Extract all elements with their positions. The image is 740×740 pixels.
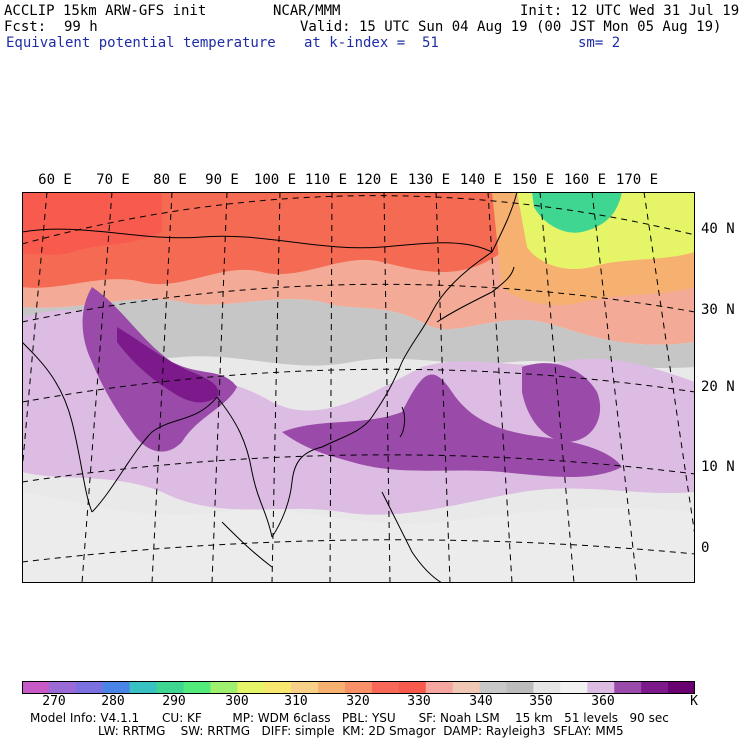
lon-label-110e: 110 E (304, 172, 348, 188)
cool-region-ne-3 (532, 192, 622, 233)
valid-time: Valid: 15 UTC Sun 04 Aug 19 (00 JST Mon … (300, 19, 722, 35)
colorbar-swatch (345, 681, 373, 694)
lon-label-170e: 170 E (615, 172, 659, 188)
colorbar-tick-350: 350 (529, 694, 553, 709)
model-title: ACCLIP 15km ARW-GFS init (4, 3, 207, 19)
colorbar-swatch (264, 681, 292, 694)
colorbar-tick-290: 290 (162, 694, 186, 709)
tropical-south (22, 492, 695, 583)
lon-label-160e: 160 E (563, 172, 607, 188)
colorbar-tick-330: 330 (407, 694, 431, 709)
model-info-line2: LW: RRTMG SW: RRTMG DIFF: simple KM: 2D … (98, 724, 624, 738)
coastlines (22, 192, 518, 583)
colorbar-swatch (22, 681, 50, 694)
colorbar-tick-360: 360 (591, 694, 615, 709)
colorbar-swatch (156, 681, 185, 694)
lon-label-100e: 100 E (253, 172, 297, 188)
colorbar-tick-270: 270 (42, 694, 66, 709)
colorbar-unit: K (690, 694, 698, 709)
colorbar-swatch (614, 681, 642, 694)
monsoon-pacific-east (522, 363, 601, 442)
colorbar-swatch (75, 681, 104, 694)
colorbar-swatch (425, 681, 454, 694)
colorbar-swatch (479, 681, 508, 694)
gray-band (22, 299, 695, 369)
lat-label-20n: 20 N (701, 379, 735, 395)
lon-label-70e: 70 E (96, 172, 130, 188)
colorbar-swatch (210, 681, 238, 694)
colorbar-tick-300: 300 (225, 694, 249, 709)
colorbar-swatch (506, 681, 534, 694)
colorbar-tick-280: 280 (101, 694, 125, 709)
colorbar-swatch (183, 681, 211, 694)
colorbar-swatch (398, 681, 427, 694)
colorbar-swatch (587, 681, 615, 694)
fcst-value: 99 h (64, 19, 98, 35)
colorbar-swatch (371, 681, 400, 694)
lat-label-eq: 0 (701, 540, 710, 556)
colorbar-swatch (48, 681, 77, 694)
theta-e-map (22, 192, 695, 583)
lon-label-130e: 130 E (407, 172, 451, 188)
lat-label-30n: 30 N (701, 302, 735, 318)
lon-label-150e: 150 E (511, 172, 555, 188)
colorbar-swatch (641, 681, 669, 694)
colorbar-swatch (291, 681, 319, 694)
smooth-label: sm= 2 (578, 35, 621, 51)
colorbar (22, 681, 695, 694)
lat-label-40n: 40 N (701, 221, 735, 237)
lon-label-60e: 60 E (38, 172, 72, 188)
colorbar-swatch (129, 681, 158, 694)
lat-label-10n: 10 N (701, 459, 735, 475)
colorbar-tick-310: 310 (284, 694, 308, 709)
colorbar-swatch (237, 681, 265, 694)
colorbar-swatch (452, 681, 481, 694)
colorbar-swatch (102, 681, 131, 694)
colorbar-swatch (668, 681, 695, 694)
monsoon-india-core (117, 327, 219, 403)
field-name: Equivalent potential temperature (6, 35, 276, 51)
lon-label-120e: 120 E (355, 172, 399, 188)
colorbar-frame (22, 681, 695, 694)
init-time: Init: 12 UTC Wed 31 Jul 19 (520, 3, 740, 19)
fcst-label: Fcst: (4, 19, 47, 35)
lon-label-90e: 90 E (205, 172, 239, 188)
map-frame (22, 192, 695, 583)
lon-label-80e: 80 E (153, 172, 187, 188)
warm-core-west (22, 192, 162, 255)
level-label: at k-index = 51 (304, 35, 439, 51)
colorbar-swatch (533, 681, 561, 694)
colorbar-tick-340: 340 (469, 694, 493, 709)
model-info-line1: Model Info: V4.1.1 CU: KF MP: WDM 6class… (30, 711, 669, 725)
colorbar-swatch (318, 681, 346, 694)
colorbar-swatch (560, 681, 588, 694)
lon-label-140e: 140 E (459, 172, 503, 188)
org-label: NCAR/MMM (273, 3, 341, 19)
monsoon-pacific (282, 374, 622, 477)
colorbar-tick-320: 320 (346, 694, 370, 709)
